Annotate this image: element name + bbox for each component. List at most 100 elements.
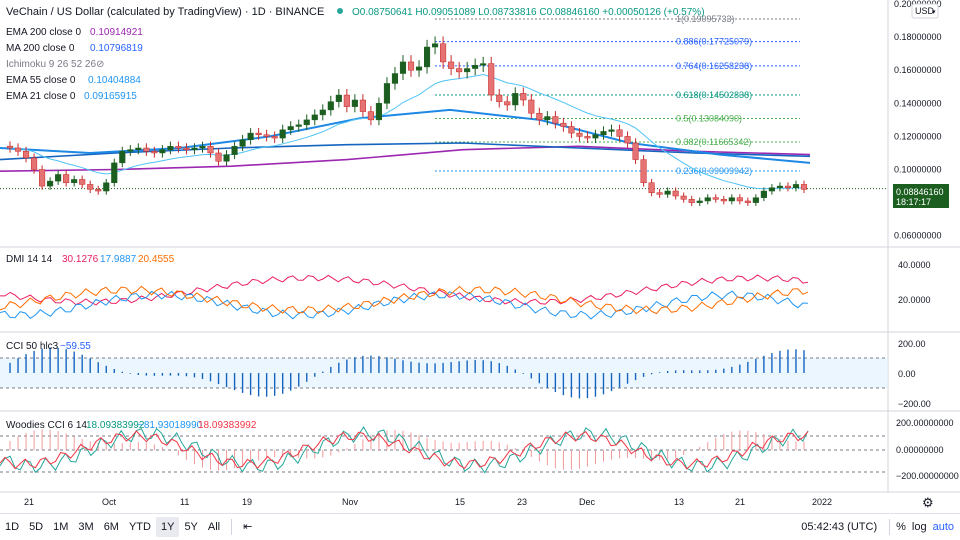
settings-gear-icon[interactable]: ⚙ [922, 495, 934, 510]
legend-ema55[interactable]: EMA 55 close 0 0.10404884 [6, 75, 141, 86]
dmi-minus-line [0, 285, 809, 315]
candle-body [584, 136, 591, 139]
candle-body [47, 180, 54, 187]
candle-body [480, 63, 487, 66]
percent-toggle[interactable]: % [896, 521, 906, 533]
tf-5y[interactable]: 5Y [184, 521, 198, 533]
ema200-line [0, 145, 811, 172]
candle-body [736, 197, 743, 202]
divider [231, 519, 233, 535]
candle-body [199, 146, 206, 149]
candle-body [512, 93, 519, 106]
tf-1m[interactable]: 1M [53, 521, 69, 533]
candle-body [704, 197, 711, 202]
dmi-plus-line [0, 290, 809, 320]
date-range-icon[interactable]: ⇤ [243, 521, 253, 533]
date-tick: 21 [24, 497, 34, 507]
candle-body [792, 184, 800, 188]
candle-body [552, 116, 559, 124]
candle-body [183, 147, 190, 150]
candle-body [287, 126, 294, 131]
auto-toggle[interactable]: auto [932, 521, 954, 533]
legend-label: Ichimoku 9 26 52 26 [6, 59, 96, 70]
candle-body [103, 182, 110, 192]
tf-1d[interactable]: 1D [5, 521, 20, 533]
candle-body [399, 61, 407, 74]
dmi-label[interactable]: DMI 14 14 30.1276 17.9887 20.4555 [6, 254, 175, 265]
indicator-name: CCI 50 hlc3 [6, 341, 59, 352]
date-tick: Dec [579, 497, 596, 507]
bar-countdown: 18:17:17 [896, 197, 931, 207]
woodies-cci-value: 18.09383992 [86, 420, 145, 431]
candle-body [520, 93, 527, 101]
woodies-turbo-line [0, 430, 809, 470]
candle-body [175, 146, 182, 149]
candle-body [239, 139, 246, 147]
price-tick: 0.18000000 [894, 32, 942, 42]
candle-body [159, 149, 166, 154]
candle-body [448, 61, 455, 69]
candle-body [231, 146, 238, 155]
dmi-plus-value: 17.9887 [100, 254, 137, 265]
candle-body [536, 112, 543, 121]
candle-body [624, 136, 631, 144]
ohlc-readout: O0.08750641 H0.09051089 L0.08733816 C0.0… [352, 7, 705, 18]
candle-body [648, 182, 655, 193]
price-tick: 0.10000000 [894, 165, 942, 175]
candle-body [215, 152, 222, 162]
legend-ema21[interactable]: EMA 21 close 0 0.09165915 [6, 91, 137, 102]
dmi-tick: 40.0000 [898, 260, 931, 270]
candle-body [367, 111, 374, 121]
tf-1y[interactable]: 1Y [155, 517, 180, 537]
candle-body [55, 174, 62, 182]
currency-selector[interactable] [911, 3, 939, 19]
last-price-tag [893, 184, 949, 208]
legend-ichimoku[interactable]: Ichimoku 9 26 52 26 ⊘ [6, 59, 104, 70]
last-price-value: 0.08846160 [896, 187, 944, 197]
chart-canvas[interactable]: 1(0.19095733) 0.886(0.17725079) 0.764(0.16… [0, 0, 960, 513]
candle-body [87, 184, 94, 190]
date-tick: 21 [735, 497, 745, 507]
candle-body [111, 162, 118, 184]
divider [889, 519, 891, 535]
legend-label: EMA 200 close 0 [6, 27, 81, 38]
candle-body [720, 199, 727, 202]
tf-3m[interactable]: 3M [78, 521, 94, 533]
woodies-tick: 0.00000000 [896, 445, 944, 455]
legend-label: EMA 55 close 0 [6, 75, 76, 86]
candle-body [143, 147, 150, 152]
woodies-turbo-value: −81.93018990 [138, 420, 203, 431]
ema21-line [9, 73, 805, 190]
cci-label[interactable]: CCI 50 hlc3 −59.55 [6, 341, 91, 352]
log-toggle[interactable]: log [911, 521, 927, 533]
ma200-line [0, 142, 811, 161]
candle-body [343, 94, 350, 107]
candle-body [640, 159, 647, 184]
candle-body [600, 131, 607, 136]
legend-ma200[interactable]: MA 200 close 0 0.10796819 [6, 43, 143, 54]
candle-body [728, 197, 735, 202]
price-tick: 0.12000000 [894, 131, 942, 141]
date-tick: 15 [455, 497, 465, 507]
utc-clock[interactable]: 05:42:43 (UTC) [801, 521, 878, 533]
woodies-label[interactable]: Woodies CCI 6 14 18.09383992 −81.9301899… [6, 420, 257, 431]
candle-body [544, 116, 551, 121]
tf-5d[interactable]: 5D [29, 521, 44, 533]
candle-body [680, 195, 687, 200]
candle-body [800, 184, 808, 190]
candle-body [423, 46, 431, 68]
candle-body [528, 99, 535, 114]
ema55-line [0, 108, 811, 164]
cci-tick: −200.00 [898, 399, 931, 409]
tf-all[interactable]: All [207, 521, 221, 533]
tf-6m[interactable]: 6M [103, 521, 119, 533]
legend-label: MA 200 close 0 [6, 43, 75, 54]
candle-body [335, 94, 342, 102]
hidden-eye-icon[interactable]: ⊘ [96, 59, 104, 70]
fib-label: 0.886(0.17725079) [676, 37, 752, 47]
legend-ema200[interactable]: EMA 200 close 0 0.10914921 [6, 27, 143, 38]
price-tick: 0.14000000 [894, 98, 942, 108]
tf-ytd[interactable]: YTD [128, 521, 151, 533]
candle-body [688, 199, 695, 203]
candle-body [456, 68, 463, 73]
